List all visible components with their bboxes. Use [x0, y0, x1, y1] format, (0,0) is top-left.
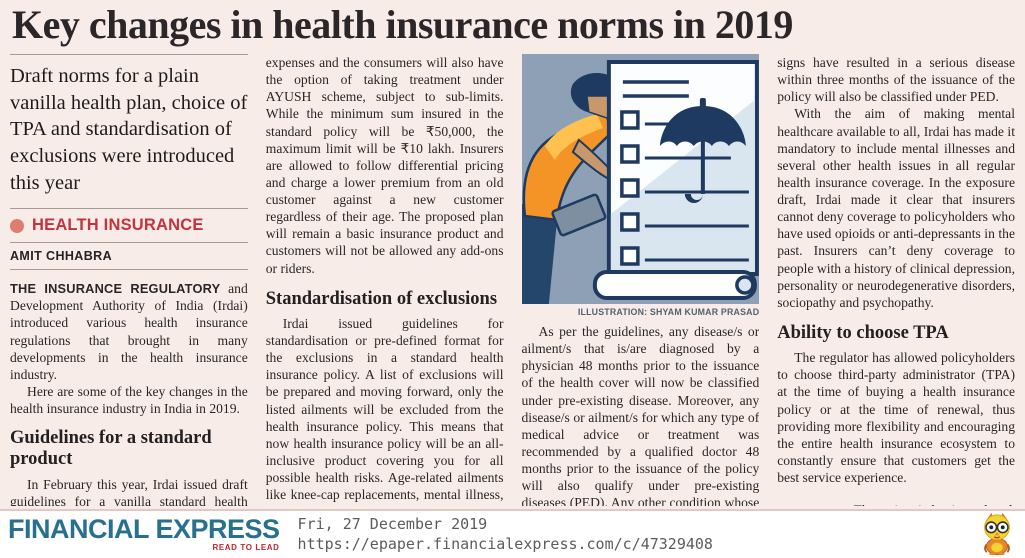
capture-date: Fri, 27 December 2019: [297, 514, 488, 533]
paragraph: expenses and the consumers will also hav…: [265, 55, 504, 276]
byline: AMIT CHHABRA: [10, 243, 248, 271]
document-scroll: [592, 270, 757, 300]
column-1: Draft norms for a plain vanilla health p…: [10, 54, 248, 506]
lead-in: THE INSURANCE REGULATORY: [10, 281, 221, 297]
document-sheen: [610, 100, 755, 272]
body-text-col1: THE INSURANCE REGULATORY and Development…: [10, 280, 248, 506]
writer-credit: The writer is business head, health insu…: [777, 502, 1015, 506]
paragraph: Irdai issued guidelines for standardisat…: [265, 315, 504, 506]
section-kicker: HEALTH INSURANCE: [10, 209, 248, 244]
epaper-footer: FINANCIAL EXPRESS READ TO LEAD Fri, 27 D…: [0, 511, 1025, 556]
column-3: ILLUSTRATION: SHYAM KUMAR PRASAD As per …: [521, 54, 760, 506]
person-leg: [521, 203, 557, 304]
subhead-standard-product: Guidelines for a standard product: [10, 428, 212, 470]
body-text-col4: signs have resulted in a serious disease…: [777, 54, 1015, 486]
body-text-col3: As per the guidelines, any disease/s or …: [522, 323, 760, 506]
scroll-curl: [734, 275, 755, 295]
bullet-icon: [10, 218, 24, 233]
paragraph: The regulator has allowed policyholders …: [777, 350, 1015, 486]
article-columns: Draft norms for a plain vanilla health p…: [10, 54, 1015, 506]
checkbox-rows: [619, 110, 749, 266]
paragraph: Here are some of the key changes in the …: [10, 383, 248, 417]
illustration: [521, 54, 760, 304]
umbrella-icon: [659, 98, 746, 203]
briefcase: [550, 193, 606, 237]
paragraph: signs have resulted in a serious disease…: [777, 55, 1015, 105]
paragraph: In February this year, Irdai issued draf…: [10, 476, 248, 506]
column-4: signs have resulted in a serious disease…: [777, 54, 1015, 506]
paragraph: THE INSURANCE REGULATORY and Development…: [10, 280, 248, 383]
standfirst: Draft norms for a plain vanilla health p…: [10, 54, 248, 210]
brand-name: FINANCIAL EXPRESS: [8, 513, 280, 544]
paragraph: As per the guidelines, any disease/s or …: [521, 324, 760, 506]
paragraph-text: and Development Authority of India (Irda…: [10, 281, 248, 382]
capture-stamp: Fri, 27 December 2019 https://epaper.fin…: [298, 514, 963, 554]
body-text-col2: expenses and the consumers will also hav…: [266, 54, 504, 506]
credit-line: The writer is business head,: [777, 502, 1015, 506]
owl-mascot-icon[interactable]: [977, 512, 1017, 555]
article-headline: Key changes in health insurance norms in…: [12, 2, 793, 47]
illustration-caption: ILLUSTRATION: SHYAM KUMAR PRASAD: [577, 307, 760, 317]
financial-express-logo[interactable]: FINANCIAL EXPRESS READ TO LEAD: [8, 513, 284, 552]
column-2: expenses and the consumers will also hav…: [266, 54, 504, 506]
subhead-standardisation: Standardisation of exclusions: [265, 288, 498, 309]
brand-tagline: READ TO LEAD: [212, 542, 280, 552]
subhead-choose-tpa: Ability to choose TPA: [777, 322, 949, 343]
checklist-illustration: [521, 54, 760, 304]
article-clipping: Key changes in health insurance norms in…: [0, 0, 1025, 511]
paragraph: With the aim of making mental healthcare…: [777, 106, 1015, 310]
person-sleeve: [544, 114, 603, 160]
kicker-label: HEALTH INSURANCE: [32, 216, 204, 235]
capture-url[interactable]: https://epaper.financialexpress.com/c/47…: [297, 534, 713, 553]
